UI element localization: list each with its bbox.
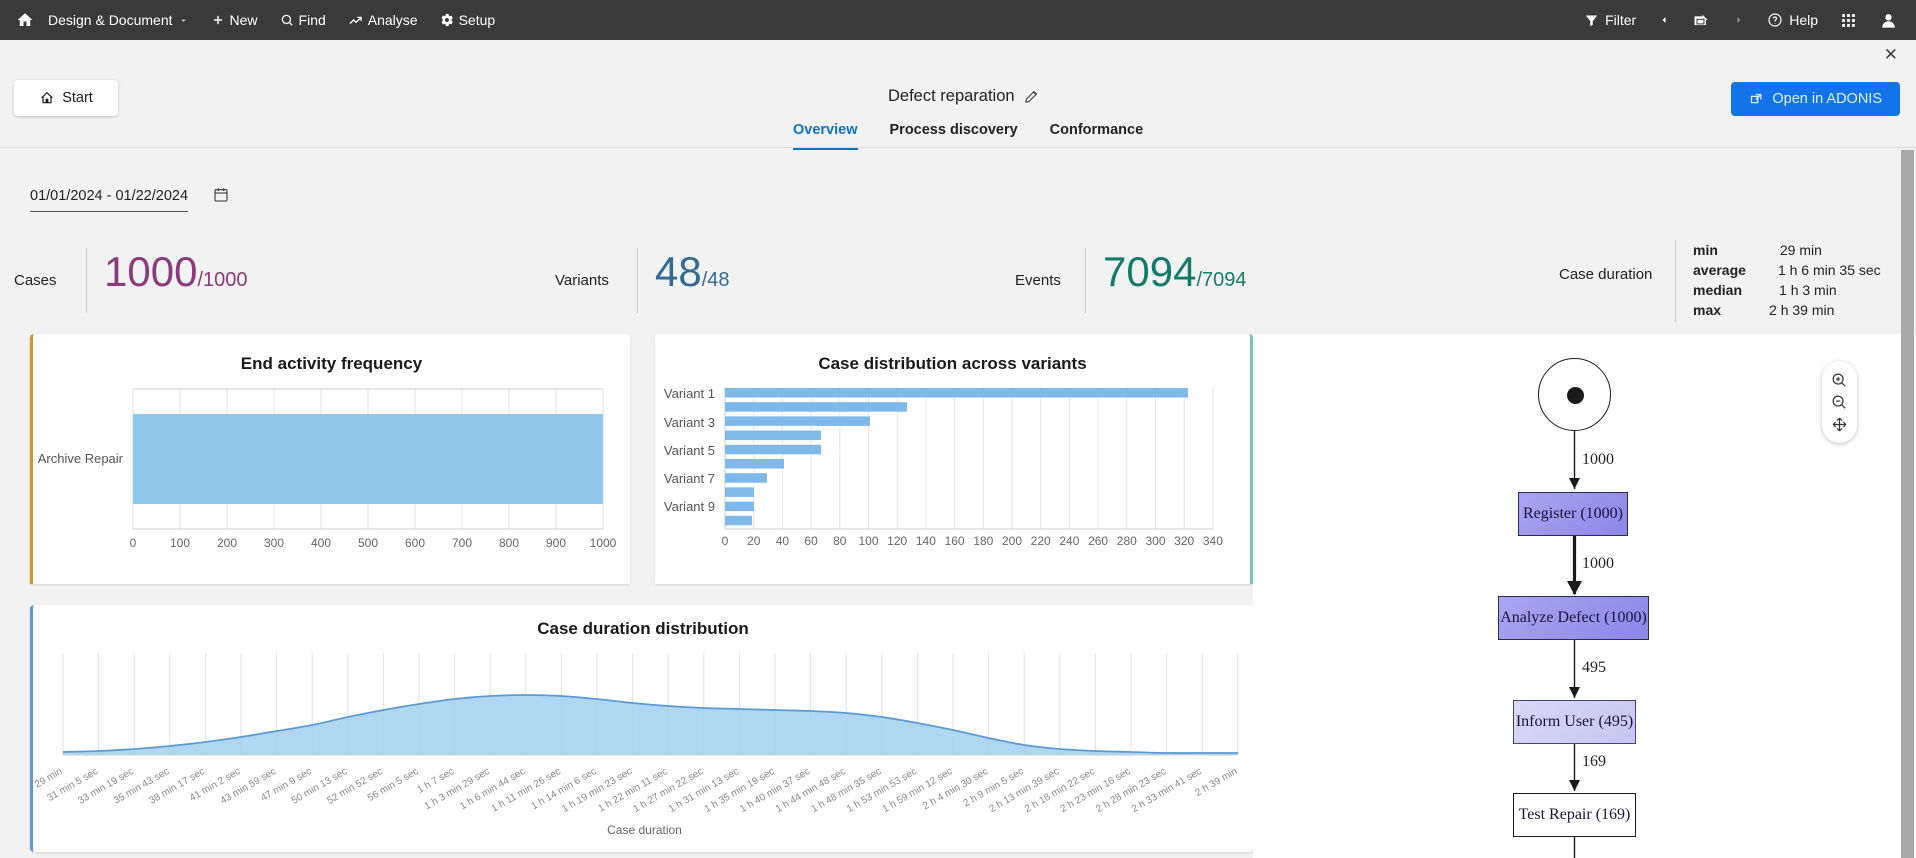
svg-text:100: 100 (170, 536, 190, 550)
svg-text:400: 400 (311, 536, 331, 550)
svg-text:200: 200 (1002, 534, 1022, 548)
svg-text:Variant 5: Variant 5 (664, 443, 715, 458)
svg-text:340: 340 (1203, 534, 1223, 548)
svg-text:220: 220 (1031, 534, 1051, 548)
svg-text:600: 600 (405, 536, 425, 550)
svg-text:Variant 1: Variant 1 (664, 386, 715, 401)
svg-text:280: 280 (1117, 534, 1137, 548)
svg-text:1000: 1000 (1582, 451, 1614, 468)
svg-text:120: 120 (887, 534, 907, 548)
svg-text:40: 40 (776, 534, 790, 548)
svg-text:300: 300 (264, 536, 284, 550)
svg-text:60: 60 (804, 534, 818, 548)
svg-text:200: 200 (217, 536, 237, 550)
svg-text:Archive Repair: Archive Repair (38, 451, 124, 466)
svg-text:240: 240 (1059, 534, 1079, 548)
svg-text:Variant 9: Variant 9 (664, 499, 715, 514)
svg-text:700: 700 (452, 536, 472, 550)
svg-text:900: 900 (546, 536, 566, 550)
svg-text:100: 100 (858, 534, 878, 548)
svg-text:320: 320 (1174, 534, 1194, 548)
svg-text:1000: 1000 (1582, 555, 1614, 572)
svg-text:0: 0 (130, 536, 137, 550)
svg-text:Variant 7: Variant 7 (664, 471, 715, 486)
svg-text:80: 80 (833, 534, 847, 548)
svg-text:180: 180 (973, 534, 993, 548)
svg-text:800: 800 (499, 536, 519, 550)
svg-text:1000: 1000 (590, 536, 617, 550)
svg-text:0: 0 (722, 534, 729, 548)
svg-text:140: 140 (916, 534, 936, 548)
svg-text:495: 495 (1582, 659, 1606, 676)
svg-text:160: 160 (945, 534, 965, 548)
svg-text:169: 169 (1582, 753, 1606, 770)
svg-text:500: 500 (358, 536, 378, 550)
svg-text:20: 20 (747, 534, 761, 548)
svg-text:260: 260 (1088, 534, 1108, 548)
svg-text:300: 300 (1145, 534, 1165, 548)
svg-text:Variant 3: Variant 3 (664, 415, 715, 430)
